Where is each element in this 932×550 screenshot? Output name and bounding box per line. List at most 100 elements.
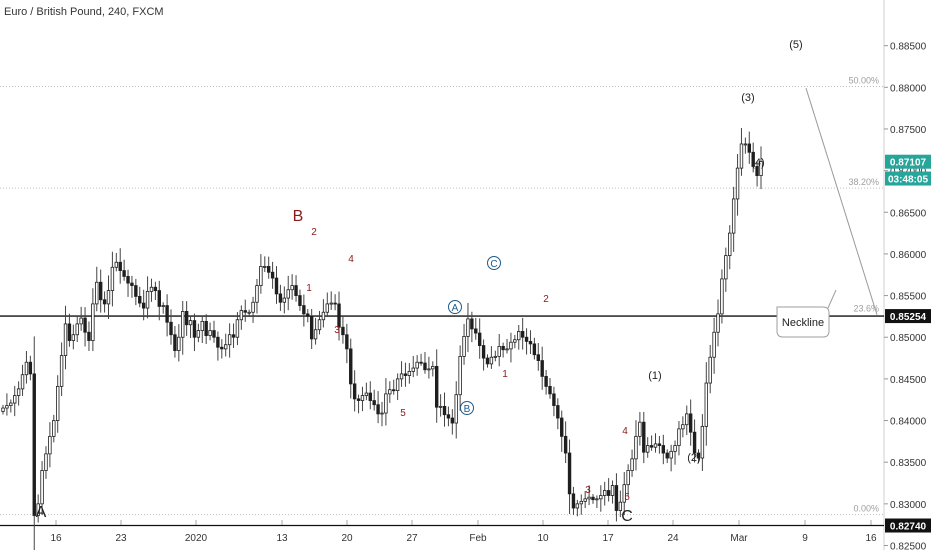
candle-body [266,266,271,273]
candle-body [540,360,544,377]
candle-body [388,389,392,395]
candle-body [563,435,568,454]
candle-body [407,370,412,376]
candle-body [481,345,486,359]
candle-body [649,445,654,448]
candle-body [71,334,76,341]
candle-body [114,261,119,268]
candle-body [294,285,298,296]
wave-label-c-sub-2: 2 [543,294,549,305]
candle-body [442,405,447,416]
candle-body [239,310,244,321]
candle-body [188,320,193,326]
candle-body [755,166,759,177]
candle-body [517,331,521,341]
candle-body [91,303,95,341]
wave-label-b-sub-3: 3 [334,325,340,336]
wave-label-c-sub-4: 4 [622,426,628,437]
candle-body [270,271,275,279]
x-tick-label: 20 [341,533,353,544]
candle-body [364,392,369,396]
candle-body [79,317,83,325]
candle-body [606,490,611,496]
y-tick-label: 0.87500 [890,125,927,136]
price-tag-label: 03:48:05 [888,175,928,186]
candle-body [220,346,224,350]
candle-body [560,417,564,437]
fib-level-label: 38.20% [848,177,879,187]
candle-body [610,485,615,496]
candle-body [505,348,509,351]
y-tick-label: 0.85000 [890,333,927,344]
x-tick-label: 16 [865,533,877,544]
candle-body [349,348,353,385]
candle-body [356,398,361,401]
candle-body [67,323,72,341]
candle-body [376,404,380,415]
y-tick-label: 0.86000 [890,250,927,261]
candle-body [59,355,64,387]
candle-body [204,321,208,336]
candle-body [44,453,48,471]
candle-body [665,452,669,459]
y-tick-label: 0.83500 [890,458,927,469]
candle-body [599,495,603,500]
candle-body [446,414,451,419]
candle-body [161,305,165,307]
candle-body [716,313,720,333]
candle-body [302,305,306,315]
candle-body [392,389,396,392]
candle-body [317,319,322,331]
candle-body [724,255,728,280]
candle-body [282,297,287,303]
candle-body [657,443,662,446]
candle-body [692,431,697,454]
candle-body [454,394,458,424]
candle-body [149,286,154,292]
candle-body [251,301,255,313]
neckline-callout-pointer [827,289,837,309]
candle-body [224,344,228,350]
candle-body [40,470,44,505]
wave-label-b-sub-2: 2 [311,227,317,238]
candle-body [575,503,580,509]
candle-body [274,277,279,295]
price-tag [885,171,931,186]
candle-body [403,373,408,376]
candle-body [485,357,490,365]
neckline-callout-text: Neckline [782,317,824,329]
x-tick-label: 10 [537,533,549,544]
candle-body [345,334,349,350]
price-tag [885,309,931,324]
candle-body [411,367,415,372]
candle-body [173,334,177,351]
x-tick-label: 2020 [185,533,208,544]
candle-body [427,368,431,371]
candle-body [321,311,326,321]
candle-body [384,393,388,414]
candle-body [177,336,181,351]
candle-body [513,339,517,343]
candle-body [712,331,716,358]
candle-body [595,498,599,501]
candle-body [298,295,302,306]
candle-body [278,293,283,303]
candle-body [462,335,466,357]
candle-body [493,355,498,358]
candle-body [309,316,314,340]
candle-body [681,424,685,430]
x-tick-label: 9 [802,533,808,544]
price-tag-label: 0.82740 [890,522,927,533]
candle-body [102,299,107,305]
candle-body [122,270,126,277]
candle-body [134,285,138,297]
candle-body [567,452,572,495]
candle-body [32,373,36,516]
price-tag [885,154,931,169]
candle-body [524,336,529,342]
candle-body [720,278,724,315]
candle-body [259,266,263,286]
candle-body [438,405,443,408]
candle-body [110,266,115,291]
